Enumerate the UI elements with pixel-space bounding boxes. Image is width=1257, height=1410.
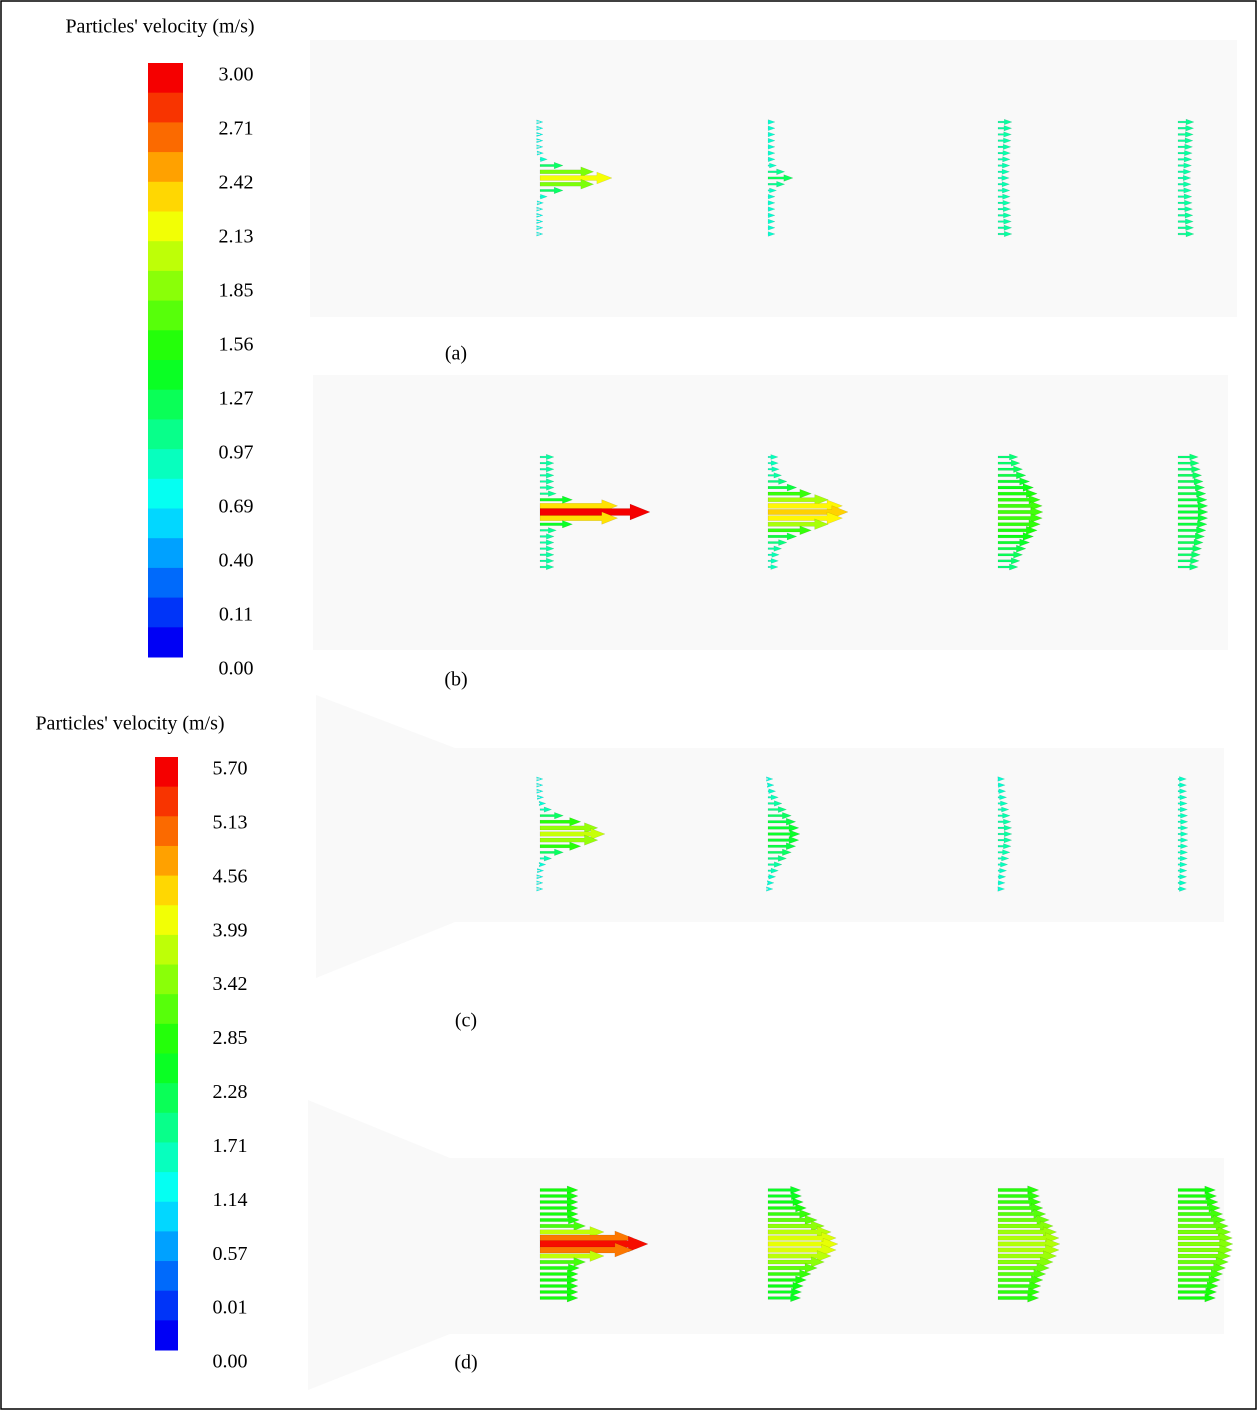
colorbar-tick-label: 0.57 — [213, 1243, 248, 1265]
colorbar-segment — [148, 152, 183, 182]
colorbar-segment — [155, 1320, 178, 1350]
colorbar-tick-label: 1.71 — [213, 1135, 248, 1157]
colorbar-segment — [148, 122, 183, 152]
colorbar-segment — [155, 816, 178, 846]
colorbar-tick-label: 3.00 — [219, 64, 254, 86]
colorbar-segment — [148, 360, 183, 390]
colorbar-segment — [155, 1291, 178, 1321]
colorbar-segment — [155, 1083, 178, 1113]
colorbar-segment — [148, 568, 183, 598]
colorbar-segment — [155, 757, 178, 787]
colorbar-segment — [155, 1113, 178, 1143]
colorbar-tick-label: 1.85 — [219, 280, 254, 302]
colorbar-tick-label: 1.14 — [213, 1189, 248, 1211]
colorbar-tick-label: 0.40 — [219, 550, 254, 572]
colorbar-segment — [155, 1024, 178, 1054]
colorbar-segment — [148, 509, 183, 539]
colorbar-tick-label: 5.13 — [213, 812, 248, 834]
colorbar-title: Particles' velocity (m/s) — [65, 16, 254, 38]
colorbar-tick-label: 3.42 — [213, 973, 248, 995]
colorbar-segment — [155, 1054, 178, 1084]
colorbar-segment — [148, 301, 183, 331]
colorbar-segment — [155, 965, 178, 995]
colorbar-tick-label: 0.69 — [219, 496, 254, 518]
colorbar-segment — [155, 1261, 178, 1291]
colorbar-tick-label: 5.70 — [213, 758, 248, 780]
colorbar-tick-label: 2.42 — [219, 172, 254, 194]
colorbar-tick-label: 2.28 — [213, 1081, 248, 1103]
colorbar-segment — [148, 63, 183, 93]
colorbar-title: Particles' velocity (m/s) — [35, 713, 224, 735]
colorbar-tick-label: 2.85 — [213, 1027, 248, 1049]
colorbar-segment — [148, 449, 183, 479]
colorbar-tick-label: 0.01 — [213, 1297, 248, 1319]
colorbar-segment — [148, 241, 183, 271]
colorbar-tick-label: 1.56 — [219, 334, 254, 356]
colorbar-segment — [148, 390, 183, 420]
panel-label: (d) — [454, 1352, 477, 1374]
colorbar-tick-label: 0.00 — [213, 1351, 248, 1373]
colorbar-segment — [148, 93, 183, 123]
colorbar-segment — [155, 846, 178, 876]
colorbar-segment — [148, 419, 183, 449]
colorbar-segment — [155, 1172, 178, 1202]
colorbar-segment — [148, 330, 183, 360]
colorbar-segment — [155, 994, 178, 1024]
colorbar-segment — [155, 935, 178, 965]
colorbar-tick-label: 1.27 — [219, 388, 254, 410]
colorbar-segment — [148, 598, 183, 628]
colorbar-tick-label: 3.99 — [213, 919, 248, 941]
colorbar-tick-label: 2.71 — [219, 118, 254, 140]
colorbar-segment — [148, 479, 183, 509]
colorbar-tick-label: 0.11 — [219, 604, 253, 626]
colorbar-tick-label: 0.97 — [219, 442, 254, 464]
panel-label: (a) — [445, 343, 467, 365]
colorbar-segment — [148, 538, 183, 568]
colorbar-segment — [155, 1231, 178, 1261]
colorbar-segment — [148, 627, 183, 657]
colorbar-tick-label: 4.56 — [213, 865, 248, 887]
colorbar-segment — [155, 876, 178, 906]
colorbar-tick-label: 0.00 — [219, 658, 254, 680]
colorbar-segment — [155, 787, 178, 817]
colorbar-segment — [155, 1202, 178, 1232]
panel-label: (b) — [444, 669, 467, 691]
panel-label: (c) — [455, 1010, 477, 1032]
colorbar-segment — [155, 905, 178, 935]
figure: Particles' velocity (m/s) Particles' vel… — [0, 0, 1257, 1410]
colorbar-segment — [155, 1142, 178, 1172]
colorbar-tick-label: 2.13 — [219, 226, 254, 248]
colorbar-segment — [148, 212, 183, 242]
colorbar-segment — [148, 271, 183, 301]
colorbar-segment — [148, 182, 183, 212]
